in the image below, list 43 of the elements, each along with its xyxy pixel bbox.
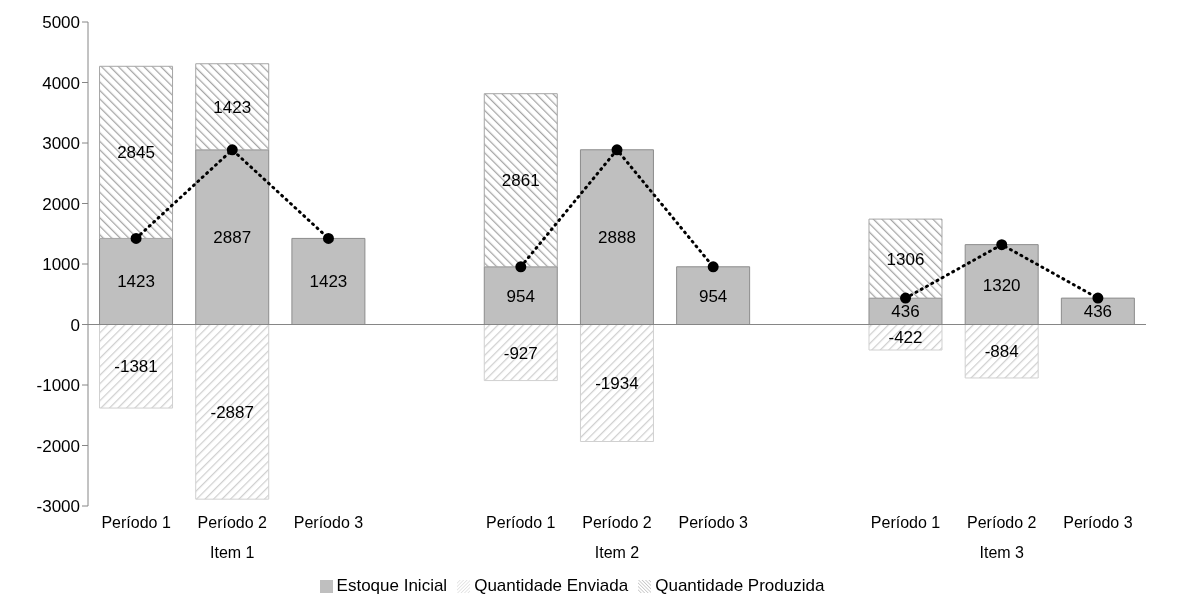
x-tick-label: Período 3 [678, 514, 748, 531]
x-tick-label: Período 1 [101, 514, 171, 531]
y-tick-label: 1000 [42, 255, 80, 275]
text: Item 2 [594, 544, 640, 561]
data-label: 954 [506, 286, 535, 306]
y-tick-label: -1000 [36, 376, 80, 396]
text: Item 3 [979, 544, 1025, 561]
data-label: 1423 [213, 97, 252, 117]
data-label: 436 [891, 302, 920, 322]
data-label: 1423 [117, 272, 155, 292]
x-tick-label: Período 2 [582, 514, 652, 531]
data-label: 954 [698, 286, 728, 306]
legend-label: Quantidade Enviada [474, 576, 629, 595]
data-label: -2887 [210, 402, 254, 422]
data-label: -422 [888, 328, 923, 348]
x-tick-label: Período 1 [870, 514, 941, 531]
y-tick-label: 2000 [42, 194, 80, 214]
x-tick-label: Período 2 [967, 514, 1037, 531]
data-label: 2845 [117, 143, 155, 163]
data-label: 1306 [886, 249, 925, 269]
x-tick-label: Período 1 [486, 514, 556, 531]
data-label: 436 [1083, 302, 1113, 322]
data-label: -1381 [114, 357, 158, 377]
data-label: 2861 [501, 171, 540, 191]
y-tick-label: 4000 [42, 73, 80, 93]
data-label: 2888 [598, 228, 636, 248]
y-tick-label: 3000 [42, 134, 80, 154]
legend-label: Quantidade Produzida [655, 576, 825, 595]
data-label: 1423 [309, 272, 348, 292]
x-tick-label: Período 3 [1063, 514, 1133, 531]
y-tick-label: 0 [70, 315, 80, 335]
x-tick-label: Período 3 [293, 514, 364, 531]
data-label: 2887 [213, 228, 252, 248]
y-tick-label: -3000 [36, 497, 80, 517]
data-label: -1934 [595, 374, 639, 394]
legend-label: Estoque Inicial [336, 576, 448, 595]
data-label: -884 [984, 342, 1019, 362]
data-label: 1320 [982, 275, 1021, 295]
y-tick-label: -2000 [36, 436, 80, 456]
text: Item 1 [210, 544, 255, 561]
y-tick-label: 5000 [42, 13, 80, 33]
data-label: -927 [503, 343, 538, 363]
x-tick-label: Período 2 [197, 514, 268, 531]
